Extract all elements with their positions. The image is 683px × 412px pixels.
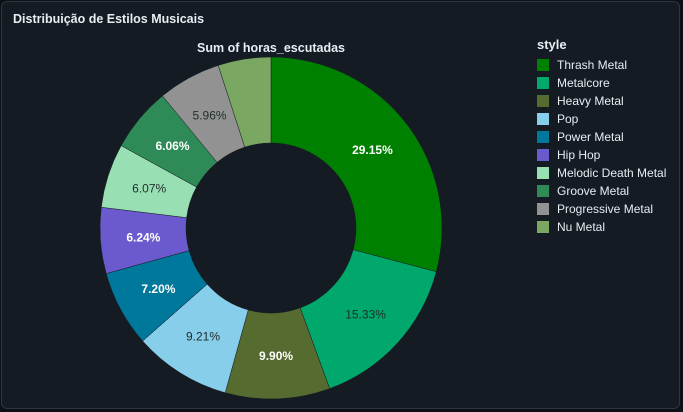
legend: style Thrash Metal Metalcore Heavy Metal Po… [537, 37, 666, 236]
legend-swatch [537, 131, 549, 143]
legend-swatch [537, 149, 549, 161]
slice-label: 29.15% [352, 143, 393, 157]
legend-item-hip-hop[interactable]: Hip Hop [537, 146, 666, 164]
legend-item-pop[interactable]: Pop [537, 110, 666, 128]
slice-label: 15.33% [345, 307, 386, 321]
slice-label: 9.90% [259, 349, 293, 363]
legend-item-power-metal[interactable]: Power Metal [537, 128, 666, 146]
chart-title: Sum of horas_escutadas [197, 41, 345, 55]
donut-slices [99, 56, 443, 400]
legend-label: Hip Hop [557, 148, 601, 162]
slice-metalcore[interactable] [299, 249, 437, 389]
legend-swatch [537, 77, 549, 89]
legend-label: Thrash Metal [557, 58, 628, 72]
legend-swatch [537, 95, 549, 107]
legend-label: Melodic Death Metal [557, 166, 667, 180]
legend-label: Metalcore [557, 76, 610, 90]
legend-label: Groove Metal [557, 184, 630, 198]
legend-item-progressive-metal[interactable]: Progressive Metal [537, 200, 666, 218]
legend-title: style [537, 37, 567, 52]
slice-nu-metal[interactable] [217, 56, 272, 148]
legend-item-metalcore[interactable]: Metalcore [537, 74, 666, 92]
legend-swatch [537, 167, 549, 179]
legend-swatch [537, 203, 549, 215]
slice-label: 7.20% [141, 282, 175, 296]
legend-item-heavy-metal[interactable]: Heavy Metal [537, 92, 666, 110]
legend-item-nu-metal[interactable]: Nu Metal [537, 218, 666, 236]
slice-labels: 29.15% 15.33% 9.90% 9.21% 7.20% 6.24% 6.07% 6.0… [126, 109, 393, 363]
legend-swatch [537, 221, 549, 233]
slice-label: 5.96% [193, 109, 227, 123]
legend-label: Heavy Metal [557, 94, 624, 108]
slice-label: 9.21% [186, 329, 220, 343]
legend-item-melodic-death-metal[interactable]: Melodic Death Metal [537, 164, 666, 182]
legend-items: Thrash Metal Metalcore Heavy Metal Pop Power… [537, 56, 666, 236]
legend-label: Nu Metal [557, 220, 606, 234]
card-title: Distribuição de Estilos Musicais [13, 12, 205, 26]
legend-item-groove-metal[interactable]: Groove Metal [537, 182, 666, 200]
slice-label: 6.24% [126, 230, 160, 244]
legend-label: Pop [557, 112, 579, 126]
legend-label: Progressive Metal [557, 202, 654, 216]
slice-label: 6.06% [155, 139, 189, 153]
legend-swatch [537, 185, 549, 197]
slice-label: 6.07% [132, 182, 166, 196]
legend-label: Power Metal [557, 130, 624, 144]
slice-thrash-metal[interactable] [270, 56, 443, 273]
legend-swatch [537, 113, 549, 125]
legend-item-thrash-metal[interactable]: Thrash Metal [537, 56, 666, 74]
legend-swatch [537, 59, 549, 71]
